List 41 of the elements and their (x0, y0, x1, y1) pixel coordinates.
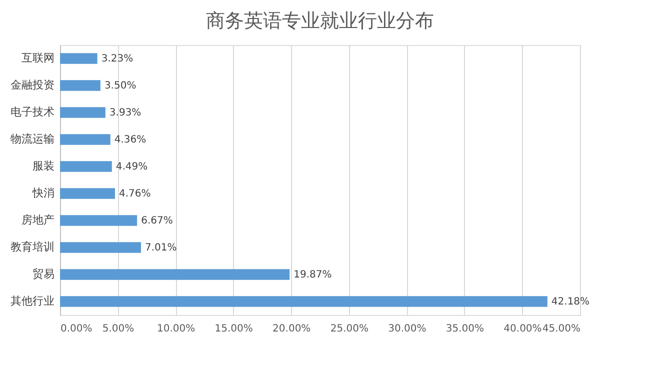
bar (60, 53, 98, 64)
bar (60, 215, 138, 226)
x-tick-label: 45.00% (542, 324, 580, 334)
bar (60, 296, 548, 307)
x-tick-label: 25.00% (330, 324, 368, 334)
bar (60, 107, 106, 118)
y-tick-label: 互联网 (22, 52, 54, 64)
y-tick-label: 教育培训 (10, 240, 54, 254)
data-label: 3.23% (101, 54, 134, 64)
bar (60, 242, 142, 253)
bar (60, 188, 116, 199)
y-tick-label: 物流运输 (10, 132, 54, 146)
x-tick-label: 35.00% (446, 324, 484, 334)
data-label: 7.01% (145, 242, 177, 254)
bar (60, 80, 100, 91)
x-tick-label: 30.00% (388, 324, 426, 334)
x-tick-label: 0.00% (60, 324, 92, 334)
data-label: 4.36% (114, 134, 146, 146)
y-tick-label: 金融投资 (10, 78, 54, 92)
x-tick-label: 40.00% (504, 324, 542, 334)
data-label: 6.67% (141, 216, 173, 226)
bar (60, 161, 112, 172)
x-tick-label: 5.00% (102, 324, 134, 334)
data-label: 42.18% (551, 296, 590, 308)
data-label: 3.50% (104, 80, 136, 92)
data-label: 19.87% (294, 270, 332, 280)
y-tick-label: 服装 (32, 160, 54, 172)
chart-title: 商务英语专业就业行业分布 (206, 10, 434, 32)
bar (60, 269, 290, 280)
y-tick-label: 其他行业 (10, 294, 54, 308)
x-tick-label: 20.00% (272, 324, 311, 334)
y-tick-label: 贸易 (32, 268, 54, 280)
data-label: 3.93% (109, 108, 142, 118)
data-label: 4.49% (116, 162, 148, 172)
data-label: 4.76% (119, 188, 151, 200)
y-tick-label: 电子技术 (10, 106, 54, 118)
y-tick-label: 快消 (32, 186, 54, 200)
y-tick-label: 房地产 (22, 214, 54, 226)
x-tick-label: 10.00% (156, 324, 196, 334)
bar (60, 134, 110, 145)
x-tick-label: 15.00% (214, 324, 253, 334)
